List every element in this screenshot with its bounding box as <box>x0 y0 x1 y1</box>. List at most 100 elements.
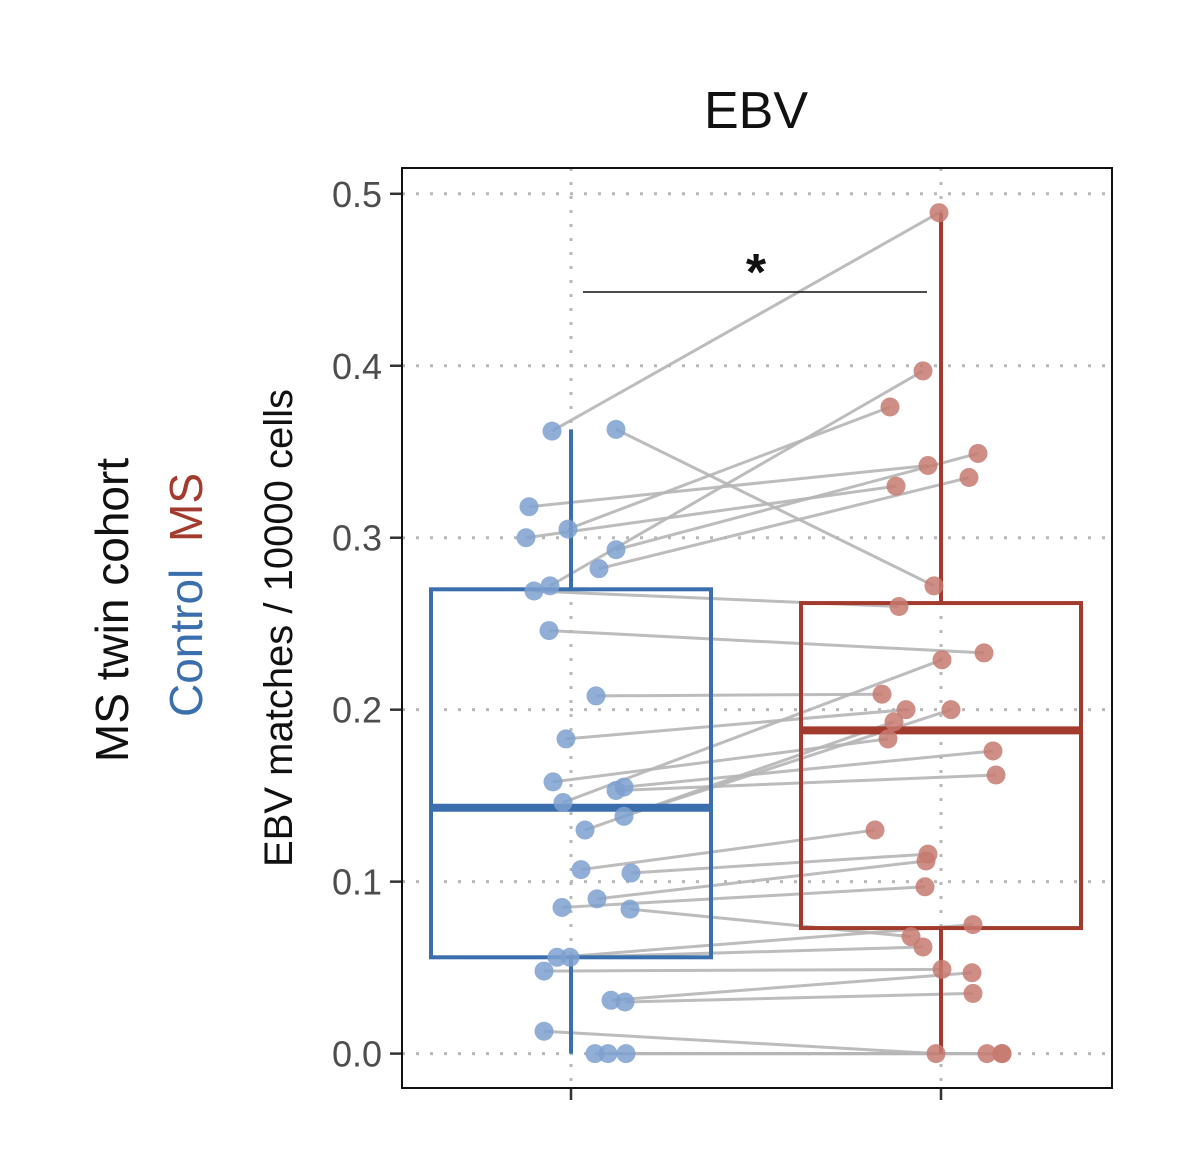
box-plots <box>429 212 1083 1054</box>
legend-entry-ms: MS <box>160 473 212 542</box>
point-ms <box>932 650 952 670</box>
pair-line <box>630 852 929 875</box>
box-ms <box>799 601 1083 931</box>
pair-line <box>543 967 943 973</box>
point-ms <box>992 1044 1012 1064</box>
y-tick-label: 0.1 <box>332 862 382 903</box>
pair-line <box>615 773 997 793</box>
point-ms <box>983 741 1003 761</box>
point-control <box>558 519 578 539</box>
point-control <box>552 897 572 917</box>
pair-line <box>556 923 974 959</box>
point-control <box>542 421 562 441</box>
point-control <box>553 793 573 813</box>
point-ms <box>889 597 909 617</box>
pair-line <box>623 749 994 789</box>
y-tick-label: 0.2 <box>332 690 382 731</box>
point-control <box>539 621 559 641</box>
point-ms <box>986 765 1006 785</box>
legend-entry-control: Control <box>160 569 212 717</box>
chart-title: EBV <box>704 82 808 140</box>
point-ms <box>974 643 994 663</box>
pair-line <box>567 405 891 531</box>
point-control <box>524 581 544 601</box>
point-control <box>606 781 626 801</box>
point-control <box>587 889 607 909</box>
point-control <box>575 820 595 840</box>
point-ms <box>926 1044 946 1064</box>
pair-line <box>596 859 927 901</box>
point-control <box>556 729 576 749</box>
point-ms <box>886 476 906 496</box>
point-ms <box>968 443 988 463</box>
pair-line <box>525 484 897 540</box>
point-control <box>601 990 621 1010</box>
point-control <box>560 947 580 967</box>
point-control <box>571 860 591 880</box>
pair-line <box>624 991 974 1004</box>
point-ms <box>929 203 949 223</box>
point-control <box>621 863 641 883</box>
point-control <box>614 806 634 826</box>
pair-line <box>565 708 907 741</box>
data-points <box>516 203 1012 1064</box>
significance-label: * <box>746 244 767 302</box>
point-ms <box>924 576 944 596</box>
point-control <box>598 1044 618 1064</box>
point-ms <box>963 915 983 935</box>
pair-line <box>543 1029 937 1056</box>
pair-line <box>615 452 979 552</box>
point-control <box>519 497 539 517</box>
point-ms <box>884 712 904 732</box>
point-control <box>620 899 640 919</box>
point-ms <box>963 983 983 1003</box>
pair-line <box>551 211 940 433</box>
pair-line <box>552 737 889 784</box>
point-control <box>516 528 536 548</box>
legend: MS twin cohort Control MS <box>86 458 212 762</box>
grid-lines <box>402 168 1112 1088</box>
point-ms <box>880 397 900 417</box>
point-control <box>534 1021 554 1041</box>
pair-line <box>584 720 895 832</box>
point-control <box>547 947 567 967</box>
pair-line <box>598 476 970 571</box>
point-ms <box>959 468 979 488</box>
pair-line <box>595 692 883 698</box>
point-control <box>606 540 626 560</box>
point-ms <box>932 959 952 979</box>
point-ms <box>878 729 898 749</box>
pair-line <box>610 971 973 1002</box>
point-ms <box>913 361 933 381</box>
point-ms <box>962 963 982 983</box>
point-ms <box>896 700 916 720</box>
point-control <box>589 559 609 579</box>
significance-marker: * <box>583 244 927 302</box>
point-control <box>534 961 554 981</box>
pair-line <box>548 629 985 655</box>
point-control <box>585 1044 605 1064</box>
legend-title: MS twin cohort <box>86 458 138 762</box>
point-ms <box>977 1044 997 1064</box>
legend-entries: Control MS <box>160 473 212 717</box>
point-control <box>586 686 606 706</box>
point-ms <box>915 877 935 897</box>
pair-line <box>580 828 876 872</box>
point-control <box>606 419 626 439</box>
y-axis-label: EBV matches / 10000 cells <box>257 389 301 867</box>
y-tick-label: 0.3 <box>332 518 382 559</box>
plot-panel-border <box>401 167 1113 1089</box>
point-ms <box>865 820 885 840</box>
pair-line <box>528 464 929 509</box>
point-control <box>543 772 563 792</box>
point-control <box>616 1044 636 1064</box>
point-ms <box>941 700 961 720</box>
point-ms <box>918 455 938 475</box>
point-ms <box>916 851 936 871</box>
y-tick-label: 0.5 <box>332 174 382 215</box>
y-tick-label: 0.4 <box>332 346 382 387</box>
point-ms <box>872 684 892 704</box>
point-control <box>540 576 560 596</box>
y-tick-label: 0.0 <box>332 1034 382 1075</box>
